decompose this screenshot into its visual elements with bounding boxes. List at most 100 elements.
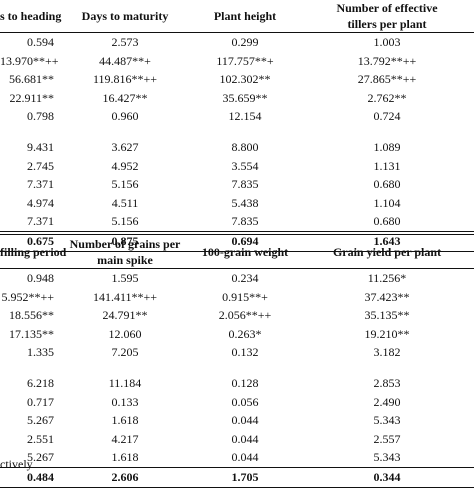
table-row: 7.371 5.156 7.835 0.680: [0, 175, 474, 194]
table-row: 0.948 1.595 0.234 11.256*: [0, 269, 474, 288]
table-cell: 5.343: [373, 450, 401, 465]
table-cell: 3.182: [373, 345, 401, 360]
table-cell: 0.128: [231, 375, 259, 390]
table-cell: 12.060: [108, 326, 142, 341]
table-cell: 16.427**: [102, 90, 148, 105]
table-cell: 13.792**++: [357, 53, 417, 68]
table-summary-row: 0.675 0.875 0.694 1.643: [0, 231, 474, 252]
table-cell: 1.131: [373, 158, 401, 173]
table-cell: 7.835: [231, 214, 259, 229]
table-cell: 5.267: [27, 450, 54, 465]
table-cell: 0.044: [231, 450, 259, 465]
table-cell: 1.643: [373, 233, 401, 248]
header-days-to-heading: s to heading: [0, 9, 62, 23]
table-cell: 119.816**++: [92, 72, 158, 87]
table-cell: 9.431: [27, 139, 54, 154]
table-row: 5.952**++ 141.411**++ 0.915**+ 37.423**: [0, 288, 474, 307]
table-row: 17.135** 12.060 0.263* 19.210**: [0, 325, 474, 344]
table-cell: [190, 126, 300, 138]
table-cell: 13.970**++: [0, 53, 59, 68]
table-cell: [0, 362, 60, 374]
table-cell: 11.256*: [367, 271, 407, 285]
table-cell: 11.184: [108, 375, 142, 390]
table-cell: 141.411**++: [92, 289, 158, 304]
table-cell: 0.948: [27, 271, 54, 285]
table-cell: 3.627: [111, 139, 139, 154]
table-cell: 0.044: [231, 413, 259, 428]
table-cell: 5.952**++: [1, 289, 54, 304]
table-row: 2.551 4.217 0.044 2.557: [0, 430, 474, 449]
table-header-row: filling period Number of grains per main …: [0, 235, 474, 269]
table-row: 13.970**++ 44.487**+ 117.757**+ 13.792**++: [0, 52, 474, 71]
table-cell: 24.791**: [102, 308, 148, 323]
table-cell: 1.335: [27, 345, 54, 360]
table-cell: 5.156: [111, 177, 139, 192]
table-cell: [300, 362, 474, 374]
table-cell: 2.606: [111, 469, 139, 484]
table-cell: 0.798: [27, 109, 54, 124]
table-row: 7.371 5.156 7.835 0.680: [0, 212, 474, 231]
table-row: [0, 126, 474, 138]
table-cell: 102.302**: [219, 72, 271, 87]
table-row: 4.974 4.511 5.438 1.104: [0, 194, 474, 213]
table-cell: 0.680: [373, 177, 401, 192]
table-cell: 2.853: [373, 375, 401, 390]
table-cell: 19.210**: [364, 326, 410, 341]
table-cell: 56.681**: [9, 72, 54, 87]
table-cell: 2.056**++: [218, 308, 272, 323]
header-days-to-maturity: Days to maturity: [81, 9, 169, 23]
table-row: 56.681** 119.816**++ 102.302** 27.865**++: [0, 70, 474, 89]
table-cell: 0.875: [111, 233, 139, 248]
table-cell: 4.974: [27, 195, 54, 210]
table-cell: 27.865**++: [357, 72, 417, 87]
table-cell: 0.960: [111, 109, 139, 124]
table-cell: 35.659**: [222, 90, 268, 105]
table-cell: 0.717: [27, 394, 54, 409]
table-cell: 0.133: [111, 394, 139, 409]
table-cell: 1.618: [111, 450, 139, 465]
table-cell: 0.132: [231, 345, 259, 360]
table-row: 0.798 0.960 12.154 0.724: [0, 107, 474, 126]
table-cell: 0.724: [373, 109, 401, 124]
table-cell: 5.438: [231, 195, 259, 210]
table-cell: 2.745: [27, 158, 54, 173]
table-cell: [60, 126, 190, 138]
table-cell: [60, 362, 190, 374]
header-effective-tillers: Number of effective tillers per plant: [336, 1, 438, 31]
table-cell: 4.217: [111, 431, 139, 446]
header-plant-height: Plant height: [213, 9, 277, 23]
table-row: 2.745 4.952 3.554 1.131: [0, 157, 474, 176]
table-cell: 37.423**: [364, 289, 410, 304]
table-row: 5.267 1.618 0.044 5.343: [0, 448, 474, 467]
results-table-bottom: filling period Number of grains per main …: [0, 234, 474, 488]
header-grains-per-spike: Number of grains per main spike: [69, 236, 181, 267]
table-cell: 1.705: [231, 469, 259, 484]
table-cell: 0.594: [27, 35, 54, 49]
table-cell: 0.056: [231, 394, 259, 409]
header-grain-yield: Grain yield per plant: [332, 244, 442, 259]
table-cell: 7.371: [27, 214, 54, 229]
table-cell: 2.551: [27, 431, 54, 446]
table-cell: 35.135**: [364, 308, 410, 323]
table-cell: [300, 126, 474, 138]
table-cell: 22.911**: [9, 90, 54, 105]
table-cell: 7.371: [27, 177, 54, 192]
table-cell: 0.344: [373, 469, 401, 484]
table-cell: [0, 126, 60, 138]
table-cell: 2.557: [373, 431, 401, 446]
table-summary-row: 0.484 2.606 1.705 0.344: [0, 467, 474, 488]
table-cell: 12.154: [228, 109, 262, 124]
table-cell: 18.556**: [9, 308, 54, 323]
table-cell: 0.694: [231, 233, 259, 248]
table-cell: 5.267: [27, 413, 54, 428]
table-cell: 0.263*: [228, 326, 262, 341]
table-cell: 17.135**: [9, 326, 54, 341]
table-cell: 8.800: [231, 139, 259, 154]
table-row: 22.911** 16.427** 35.659** 2.762**: [0, 89, 474, 108]
table-row: 0.717 0.133 0.056 2.490: [0, 393, 474, 412]
table-cell: 5.343: [373, 413, 401, 428]
table-cell: 2.573: [111, 35, 139, 49]
table-cell: [190, 362, 300, 374]
table-cell: 0.675: [27, 233, 54, 248]
table-cell: 7.205: [111, 345, 139, 360]
